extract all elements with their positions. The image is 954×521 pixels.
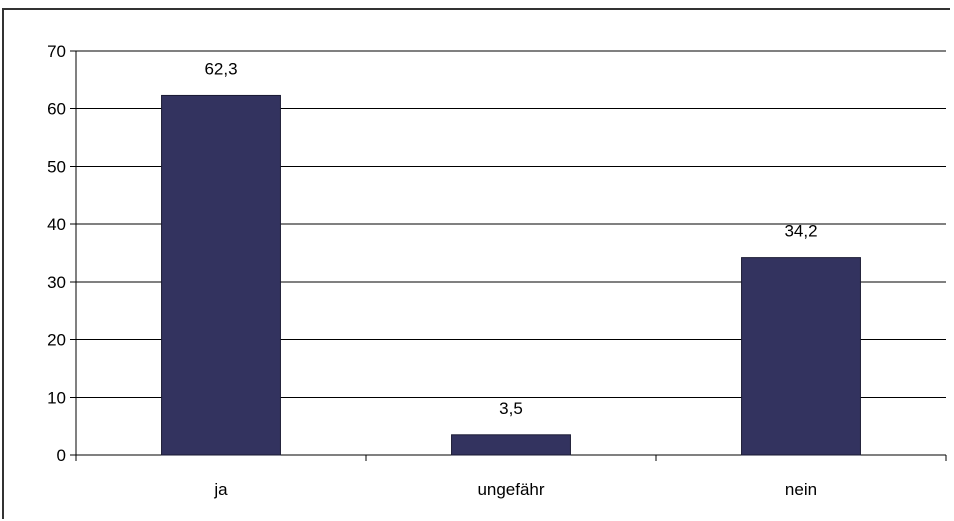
category-labels: ja ungefähr nein [213,480,817,499]
chart-frame [2,8,950,519]
data-label: 34,2 [784,222,817,241]
data-label: 3,5 [499,399,523,418]
category-label: nein [785,480,817,499]
y-tick-label: 70 [47,42,66,61]
category-label: ja [213,480,228,499]
y-tick-label: 50 [47,157,66,176]
y-tick-label: 10 [47,388,66,407]
y-tick-label: 60 [47,100,66,119]
y-tick-label: 30 [47,273,66,292]
category-label: ungefähr [477,480,544,499]
data-labels: 62,3 3,5 34,2 [204,59,817,417]
y-tick-label: 20 [47,331,66,350]
bar-nein [741,257,861,456]
y-tick-label: 0 [57,446,66,465]
bar-ja [161,94,281,456]
bar-ungefähr [451,434,571,456]
bars [161,94,861,456]
y-tick-labels: 0 10 20 30 40 50 60 70 [47,42,66,465]
y-tick-label: 40 [47,215,66,234]
data-label: 62,3 [204,59,237,78]
